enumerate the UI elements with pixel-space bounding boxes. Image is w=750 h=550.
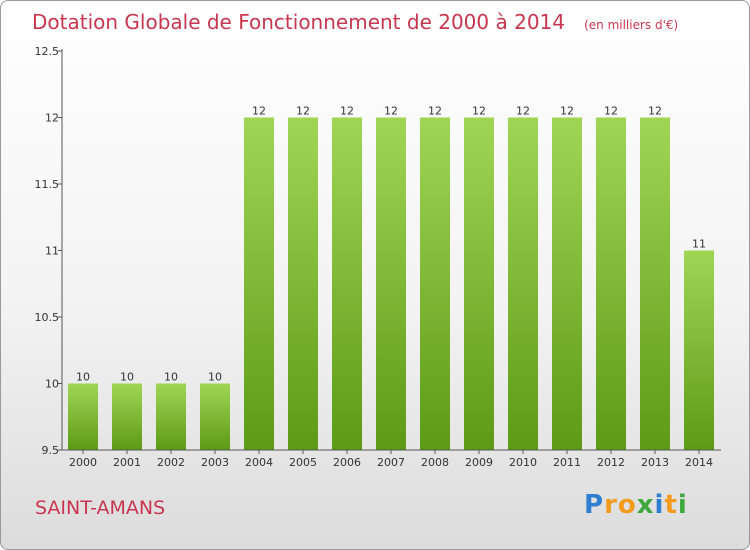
bar-value-label: 10 (120, 371, 134, 384)
bar-value-label: 12 (604, 105, 618, 118)
x-tick-label: 2002 (157, 456, 185, 469)
bar (684, 250, 714, 450)
x-tick-label: 2005 (289, 456, 317, 469)
bar (288, 117, 318, 450)
bar (640, 117, 670, 450)
bar (156, 383, 186, 450)
chart-title: Dotation Globale de Fonctionnement de 20… (32, 10, 565, 34)
bar-value-label: 12 (560, 105, 574, 118)
y-tick-label: 10.5 (35, 311, 60, 324)
bar (68, 383, 98, 450)
x-tick-label: 2013 (641, 456, 669, 469)
bar-value-label: 10 (208, 371, 222, 384)
x-tick-label: 2006 (333, 456, 361, 469)
bar (376, 117, 406, 450)
bar (464, 117, 494, 450)
x-tick-label: 2014 (685, 456, 713, 469)
x-tick-label: 2007 (377, 456, 405, 469)
y-tick-label: 12.5 (35, 45, 60, 58)
x-tick-label: 2009 (465, 456, 493, 469)
y-tick-label: 10 (45, 378, 59, 391)
x-tick-label: 2000 (69, 456, 97, 469)
bar-value-label: 12 (384, 105, 398, 118)
x-tick-label: 2003 (201, 456, 229, 469)
bar-value-label: 12 (252, 105, 266, 118)
chart-subtitle: (en milliers d'€) (584, 18, 679, 32)
bar-value-label: 10 (76, 371, 90, 384)
bar-value-label: 10 (164, 371, 178, 384)
y-tick-label: 11.5 (35, 178, 60, 191)
bar-value-label: 11 (692, 238, 706, 251)
bar (112, 383, 142, 450)
x-tick-label: 2004 (245, 456, 273, 469)
bar-value-label: 12 (340, 105, 354, 118)
bar-value-label: 12 (296, 105, 310, 118)
x-tick-label: 2010 (509, 456, 537, 469)
proxiti-logo: Proxiti (584, 490, 688, 520)
bar (244, 117, 274, 450)
bar (552, 117, 582, 450)
x-axis: 2000 2001 2002 2003 2004 2005 2006 2007 2008 2009… (62, 449, 721, 469)
bar-value-label: 12 (648, 105, 662, 118)
y-tick-label: 12 (45, 112, 59, 125)
bar (596, 117, 626, 450)
y-tick-label: 11 (45, 245, 59, 258)
bar (200, 383, 230, 450)
commune-name: SAINT-AMANS (35, 497, 166, 519)
x-tick-label: 2011 (553, 456, 581, 469)
bars: 10 10 10 10 12 12 12 12 12 12 12 12 12 12 11 (68, 105, 714, 450)
y-tick-label: 9.5 (42, 444, 60, 457)
y-axis: 9.5 10 10.5 11 11.5 12 12.5 (35, 45, 63, 457)
bar (508, 117, 538, 450)
bar-value-label: 12 (428, 105, 442, 118)
x-tick-label: 2012 (597, 456, 625, 469)
bar (332, 117, 362, 450)
bar-value-label: 12 (472, 105, 486, 118)
title-row: Dotation Globale de Fonctionnement de 20… (32, 10, 678, 34)
bar-value-label: 12 (516, 105, 530, 118)
x-tick-label: 2008 (421, 456, 449, 469)
bar (420, 117, 450, 450)
x-tick-label: 2001 (113, 456, 141, 469)
